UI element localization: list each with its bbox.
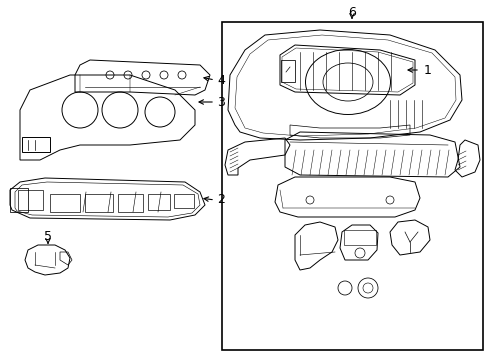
Text: 3: 3: [217, 95, 224, 108]
Bar: [222, 22, 482, 350]
Text: 2: 2: [217, 193, 224, 207]
Bar: [148, 194, 170, 210]
Bar: [281, 60, 294, 82]
Bar: [22, 137, 50, 152]
Bar: [174, 194, 194, 208]
Bar: [85, 194, 113, 212]
Bar: [18, 190, 43, 210]
Bar: [50, 194, 80, 212]
Text: 5: 5: [44, 230, 52, 243]
Text: 1: 1: [423, 63, 431, 77]
Bar: [343, 230, 375, 245]
Bar: [10, 188, 28, 212]
Bar: [118, 194, 142, 212]
Text: 6: 6: [347, 5, 355, 18]
Text: 4: 4: [217, 73, 224, 86]
